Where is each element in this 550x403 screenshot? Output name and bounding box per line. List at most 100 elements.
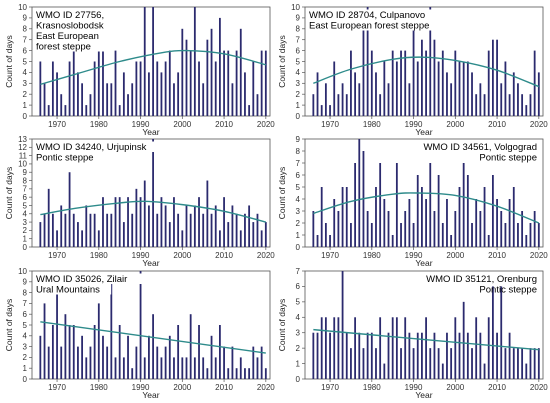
bar [446, 332, 448, 379]
bar [529, 94, 532, 116]
bar [81, 335, 84, 379]
x-tick-label: 1970 [48, 383, 66, 392]
bar [491, 286, 494, 379]
x-tick-label: 1980 [363, 120, 381, 129]
bar [210, 213, 213, 247]
trend-line [40, 49, 266, 86]
bar [416, 332, 419, 379]
bar [400, 223, 402, 247]
y-tick-label: 5 [23, 57, 28, 66]
y-tick-label: 9 [23, 14, 28, 23]
bar [521, 348, 524, 379]
bar [244, 213, 246, 247]
bar [441, 223, 444, 247]
y-tick-label: 12 [18, 143, 27, 152]
x-tick-label: 2000 [173, 251, 191, 260]
bar [244, 72, 246, 116]
bar [127, 335, 129, 379]
bar [329, 332, 331, 379]
bar [135, 188, 138, 247]
bar [312, 332, 315, 379]
bar [218, 17, 221, 116]
bar [479, 332, 482, 379]
annotation-bg [35, 152, 106, 163]
bar [210, 28, 213, 116]
bar [39, 335, 42, 379]
bar [446, 72, 448, 116]
x-tick-label: 2010 [488, 251, 506, 260]
bar [433, 211, 436, 247]
bar [525, 105, 528, 116]
bar [395, 163, 398, 247]
bar [135, 346, 138, 379]
bar [517, 83, 519, 116]
y-tick-label: 4 [296, 195, 301, 204]
x-tick-label: 2000 [173, 383, 191, 392]
x-tick-label: 2010 [488, 383, 506, 392]
bar [487, 317, 490, 379]
bar [131, 213, 134, 247]
annotation-bg [35, 30, 106, 41]
chart-panel-4: 0 1 2 3 4 5 6 7 8 9 1970 1980 1990 2000 2010 2020 Year Co… [277, 135, 548, 268]
bar [260, 230, 263, 247]
bar [320, 105, 323, 116]
bar [525, 363, 528, 379]
bar [324, 83, 327, 116]
y-tick-label: 7 [296, 36, 301, 45]
y-axis-title: Count of days [4, 299, 14, 351]
station-annotation: WMO ID 34561, Volgograd [423, 142, 537, 153]
y-tick-label: 7 [296, 159, 301, 168]
bar [189, 50, 192, 116]
bar [168, 50, 171, 116]
bar [375, 187, 377, 247]
bar [383, 363, 386, 379]
bar [47, 188, 50, 247]
y-tick-label: 5 [296, 298, 301, 307]
chart-panel-2: 0 1 2 3 4 5 67 8 9 10 1970 1980 1990 2000 2010 2020 Year… [277, 3, 548, 137]
bar [214, 61, 217, 116]
bar [483, 94, 486, 116]
bar [341, 83, 344, 116]
bar [504, 223, 507, 247]
bar [127, 197, 129, 247]
y-tick-label: 6 [296, 282, 301, 291]
bar [537, 223, 540, 247]
bar [64, 314, 67, 379]
bar [193, 7, 196, 116]
bar [508, 199, 511, 247]
y-tick-label: 7 [23, 36, 28, 45]
bar [260, 346, 263, 379]
y-tick-label: 1 [296, 231, 301, 240]
bar [354, 72, 357, 116]
annotation-bg [35, 284, 112, 295]
bar [450, 348, 453, 379]
annotation-bg [308, 9, 432, 20]
bar [114, 357, 117, 379]
y-tick-label: 3 [23, 218, 28, 227]
bar [324, 223, 327, 247]
trend-line [313, 328, 539, 351]
bar [143, 357, 146, 379]
y-tick-label: 6 [296, 46, 301, 55]
trend-line [313, 56, 540, 88]
y-axis-title: Count of days [277, 299, 287, 351]
y-axis-title: Count of days [4, 167, 14, 219]
bar [223, 50, 225, 116]
bar [114, 50, 117, 116]
bar [218, 230, 221, 247]
annotation-bg [35, 20, 112, 31]
bar [391, 317, 394, 379]
bar [475, 317, 478, 379]
bar [131, 368, 134, 379]
bar [139, 197, 142, 247]
bar [143, 7, 146, 116]
x-tick-label: 2000 [173, 120, 191, 129]
bar [152, 139, 154, 247]
x-tick-label: 1970 [48, 120, 66, 129]
bar [256, 94, 259, 116]
bar [93, 213, 96, 247]
annotation-bg [35, 141, 159, 152]
bar [366, 7, 369, 116]
bar [118, 325, 121, 379]
